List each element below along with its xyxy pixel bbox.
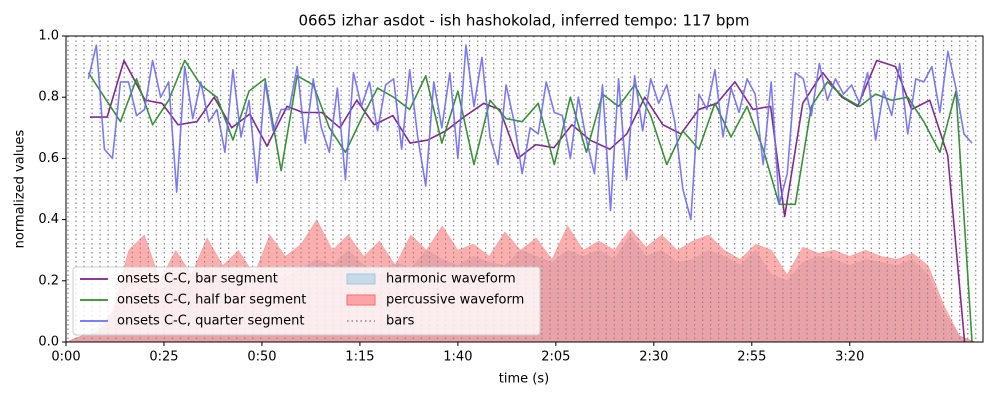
y-tick-label: 0.4 bbox=[38, 212, 59, 227]
legend-box bbox=[72, 266, 541, 336]
chart-title: 0665 izhar asdot - ish hashokolad, infer… bbox=[298, 12, 749, 30]
axes: 0:00 0:25 0:50 1:15 1:40 2:05 2:30 2:55 3:20 0.0 0… bbox=[38, 29, 984, 365]
legend-label: bars bbox=[386, 314, 415, 329]
plot-frame bbox=[65, 35, 984, 343]
y-tick-label: 0.2 bbox=[38, 273, 59, 288]
y-axis-label: normalized values bbox=[13, 129, 28, 248]
legend-label: onsets C-C, quarter segment bbox=[117, 314, 304, 329]
y-tick-label: 0.8 bbox=[38, 90, 59, 105]
legend-label: harmonic waveform bbox=[386, 272, 516, 287]
legend-label: percussive waveform bbox=[386, 293, 524, 308]
series-line bbox=[89, 59, 966, 342]
x-tick-label: 1:40 bbox=[443, 350, 472, 365]
y-tick-label: 0.6 bbox=[38, 151, 59, 166]
legend-swatch bbox=[346, 294, 376, 306]
x-tick-label: 2:30 bbox=[639, 350, 668, 365]
x-tick-label: 2:05 bbox=[541, 350, 570, 365]
legend-label: onsets C-C, half bar segment bbox=[117, 293, 306, 308]
x-tick-label: 3:20 bbox=[835, 350, 864, 365]
y-tick-label: 1.0 bbox=[38, 29, 59, 44]
series-line bbox=[87, 44, 973, 221]
x-tick-label: 0:00 bbox=[51, 350, 80, 365]
y-tick-label: 0.0 bbox=[38, 335, 59, 350]
legend: onsets C-C, bar segment onsets C-C, half … bbox=[72, 266, 541, 336]
legend-label: onsets C-C, bar segment bbox=[117, 272, 278, 287]
legend-swatch bbox=[346, 273, 376, 285]
x-tick-label: 0:25 bbox=[149, 350, 178, 365]
x-tick-label: 0:50 bbox=[247, 350, 276, 365]
x-axis-label: time (s) bbox=[499, 372, 549, 387]
x-tick-label: 1:15 bbox=[345, 350, 374, 365]
x-tick-label: 2:55 bbox=[737, 350, 766, 365]
